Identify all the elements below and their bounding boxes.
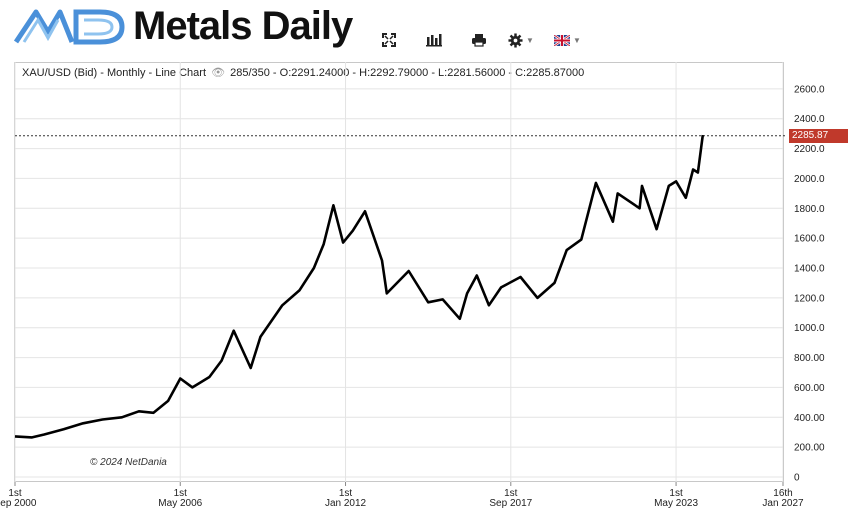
y-tick-label: 2400.0 <box>794 114 825 125</box>
x-tick-label-top: 1st <box>504 488 518 499</box>
x-tick-label: May 2023 <box>654 498 698 509</box>
settings-icon <box>508 32 523 48</box>
brand-title: Metals Daily <box>133 4 353 48</box>
settings-button[interactable]: ▼ <box>508 30 534 50</box>
y-tick-label: 400.00 <box>794 413 825 424</box>
print-icon <box>472 34 486 47</box>
x-tick-label-top: 1st <box>669 488 683 499</box>
price-series-line <box>14 134 705 439</box>
print-button[interactable] <box>471 30 487 50</box>
copyright-notice: © 2024 NetDania <box>90 457 167 468</box>
x-tick-label: Sep 2017 <box>489 498 532 509</box>
x-tick-label-top: 1st <box>174 488 188 499</box>
last-price-tag: 2285.87 <box>789 128 848 143</box>
metals-daily-logo-icon <box>14 9 125 45</box>
y-tick-label: 200.00 <box>794 443 825 454</box>
chevron-down-icon: ▼ <box>526 35 534 45</box>
y-tick-label: 800.00 <box>794 353 825 364</box>
ohlc-values: - O:2291.24000 - H:2292.79000 - L:2281.5… <box>272 67 585 79</box>
y-tick-label: 1600.0 <box>794 234 825 245</box>
x-tick-label: May 2006 <box>158 498 202 509</box>
y-tick-label: 1000.0 <box>794 323 825 334</box>
fullscreen-icon <box>382 33 396 47</box>
y-tick-label: 1200.0 <box>794 293 825 304</box>
chart-type-button[interactable] <box>426 30 442 50</box>
bar-count: 285/350 <box>230 67 270 79</box>
y-tick-label: 2600.0 <box>794 84 825 95</box>
x-tick-label: Jan 2012 <box>325 498 367 509</box>
instrument-info: XAU/USD (Bid) - Monthly - Line Chart 👁 2… <box>22 66 584 79</box>
y-tick-label: 0 <box>794 473 800 484</box>
y-tick-label: 600.00 <box>794 383 825 394</box>
instrument-symbol: XAU/USD (Bid) - Monthly - Line Chart <box>22 67 206 79</box>
header: Metals Daily <box>0 0 848 60</box>
x-tick-label-top: 16th <box>773 488 792 499</box>
y-tick-label: 2000.0 <box>794 174 825 185</box>
x-tick-label: Sep 2000 <box>0 498 37 509</box>
y-tick-label: 1800.0 <box>794 204 825 215</box>
uk-flag-icon <box>554 34 570 46</box>
y-tick-label: 2200.0 <box>794 144 825 155</box>
bar-chart-icon <box>426 34 442 47</box>
eye-icon[interactable]: 👁 <box>211 67 226 79</box>
language-button[interactable]: ▼ <box>554 30 581 50</box>
y-tick-label: 1400.0 <box>794 264 825 275</box>
chevron-down-icon: ▼ <box>573 35 581 45</box>
x-tick-label-top: 1st <box>8 488 22 499</box>
x-tick-label: Jan 2027 <box>762 498 804 509</box>
x-tick-label-top: 1st <box>339 488 353 499</box>
fullscreen-button[interactable] <box>382 30 396 50</box>
